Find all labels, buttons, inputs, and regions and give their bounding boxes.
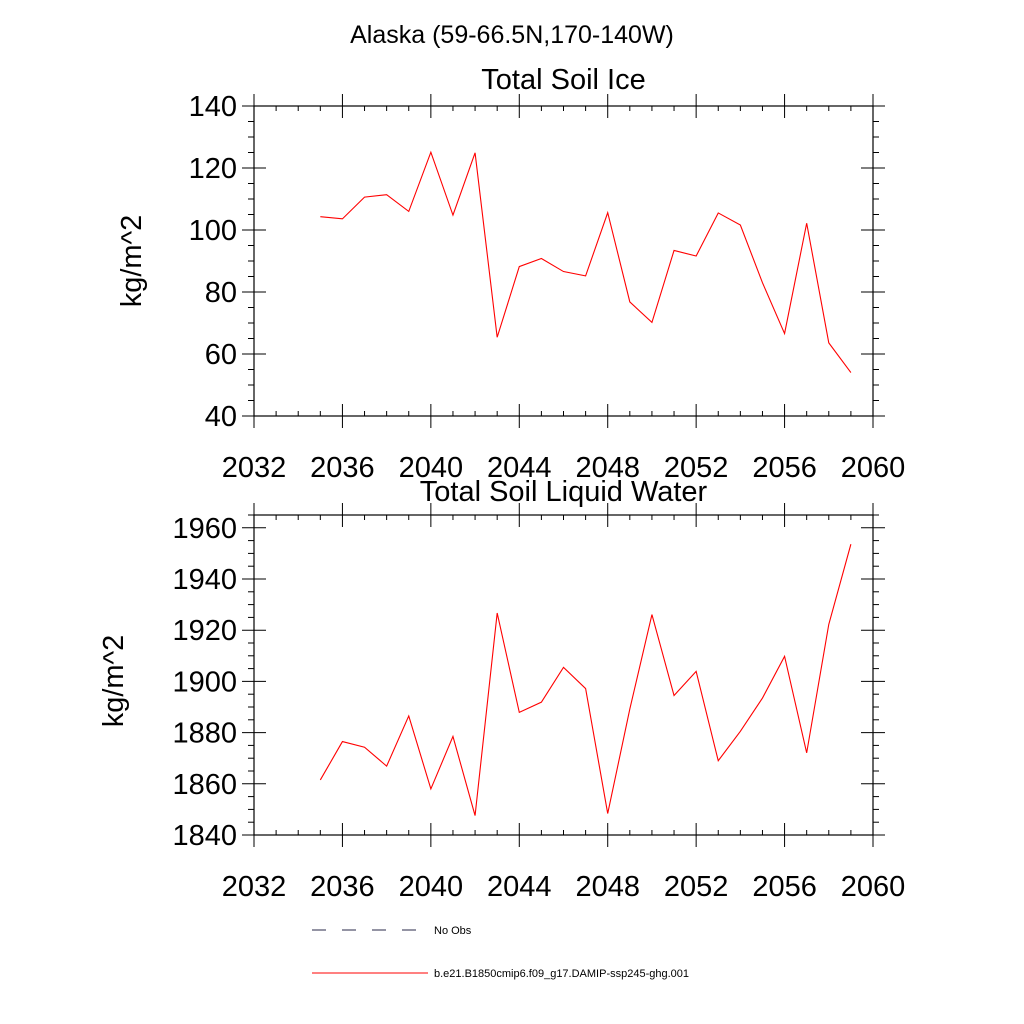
y-tick-label: 120 (189, 153, 237, 185)
y-tick-label: 80 (205, 277, 237, 309)
y-tick-label: 1960 (172, 513, 237, 545)
y-tick-label: 100 (189, 215, 237, 247)
x-tick-label: 2044 (487, 452, 552, 484)
x-tick-label: 2052 (664, 871, 729, 903)
legend-label-no-obs: No Obs (434, 925, 472, 937)
x-tick-label: 2056 (752, 452, 817, 484)
panel-soil-ice: Total Soil Ice kg/m^2 2032 2036 2040 2044 20… (116, 64, 905, 484)
x-tick-label: 2036 (310, 452, 375, 484)
axes-frame (253, 514, 874, 836)
axes-frame (253, 105, 874, 417)
x-tick-label: 2048 (575, 452, 640, 484)
ticks (242, 94, 885, 428)
plot-border (253, 514, 874, 836)
y-tick-label: 1920 (172, 615, 237, 647)
y-tick-label: 40 (205, 401, 237, 433)
tick-labels: 2032 2036 2040 2044 2048 2052 2056 2060 40 60 80 10… (189, 91, 906, 484)
tick-labels: 2032 2036 2040 2044 2048 2052 2056 2060 1840 1860… (172, 513, 905, 903)
x-tick-label: 2032 (222, 452, 287, 484)
y-tick-label: 140 (189, 91, 237, 123)
x-tick-label: 2040 (399, 871, 464, 903)
x-tick-label: 2032 (222, 871, 287, 903)
y-tick-label: 1900 (172, 666, 237, 698)
series-line (320, 150, 852, 373)
chart-title: Total Soil Ice (481, 64, 645, 96)
x-tick-label: 2036 (310, 871, 375, 903)
plot-border (253, 105, 874, 417)
x-tick-label: 2056 (752, 871, 817, 903)
y-axis-label: kg/m^2 (116, 215, 148, 308)
figure-title: Alaska (59-66.5N,170-140W) (350, 21, 674, 49)
y-tick-label: 1940 (172, 564, 237, 596)
series (319, 544, 852, 816)
series-line (319, 544, 852, 816)
panel-soil-liquid-water: Total Soil Liquid Water kg/m^2 2032 2036 2… (98, 476, 905, 903)
x-tick-label: 2048 (575, 871, 640, 903)
y-tick-label: 1840 (172, 820, 237, 852)
x-tick-label: 2052 (664, 452, 729, 484)
x-tick-label: 2040 (399, 452, 464, 484)
chart-title: Total Soil Liquid Water (420, 476, 708, 508)
y-tick-label: 60 (205, 339, 237, 371)
series (320, 150, 852, 373)
y-axis-label: kg/m^2 (98, 635, 130, 728)
ticks (242, 503, 885, 847)
y-tick-label: 1880 (172, 718, 237, 750)
x-tick-label: 2044 (487, 871, 552, 903)
legend: No Obs b.e21.B1850cmip6.f09_g17.DAMIP-ss… (312, 925, 689, 980)
x-tick-label: 2060 (841, 452, 906, 484)
x-tick-label: 2060 (841, 871, 906, 903)
y-tick-label: 1860 (172, 769, 237, 801)
legend-label-model-run: b.e21.B1850cmip6.f09_g17.DAMIP-ssp245-gh… (434, 968, 689, 980)
